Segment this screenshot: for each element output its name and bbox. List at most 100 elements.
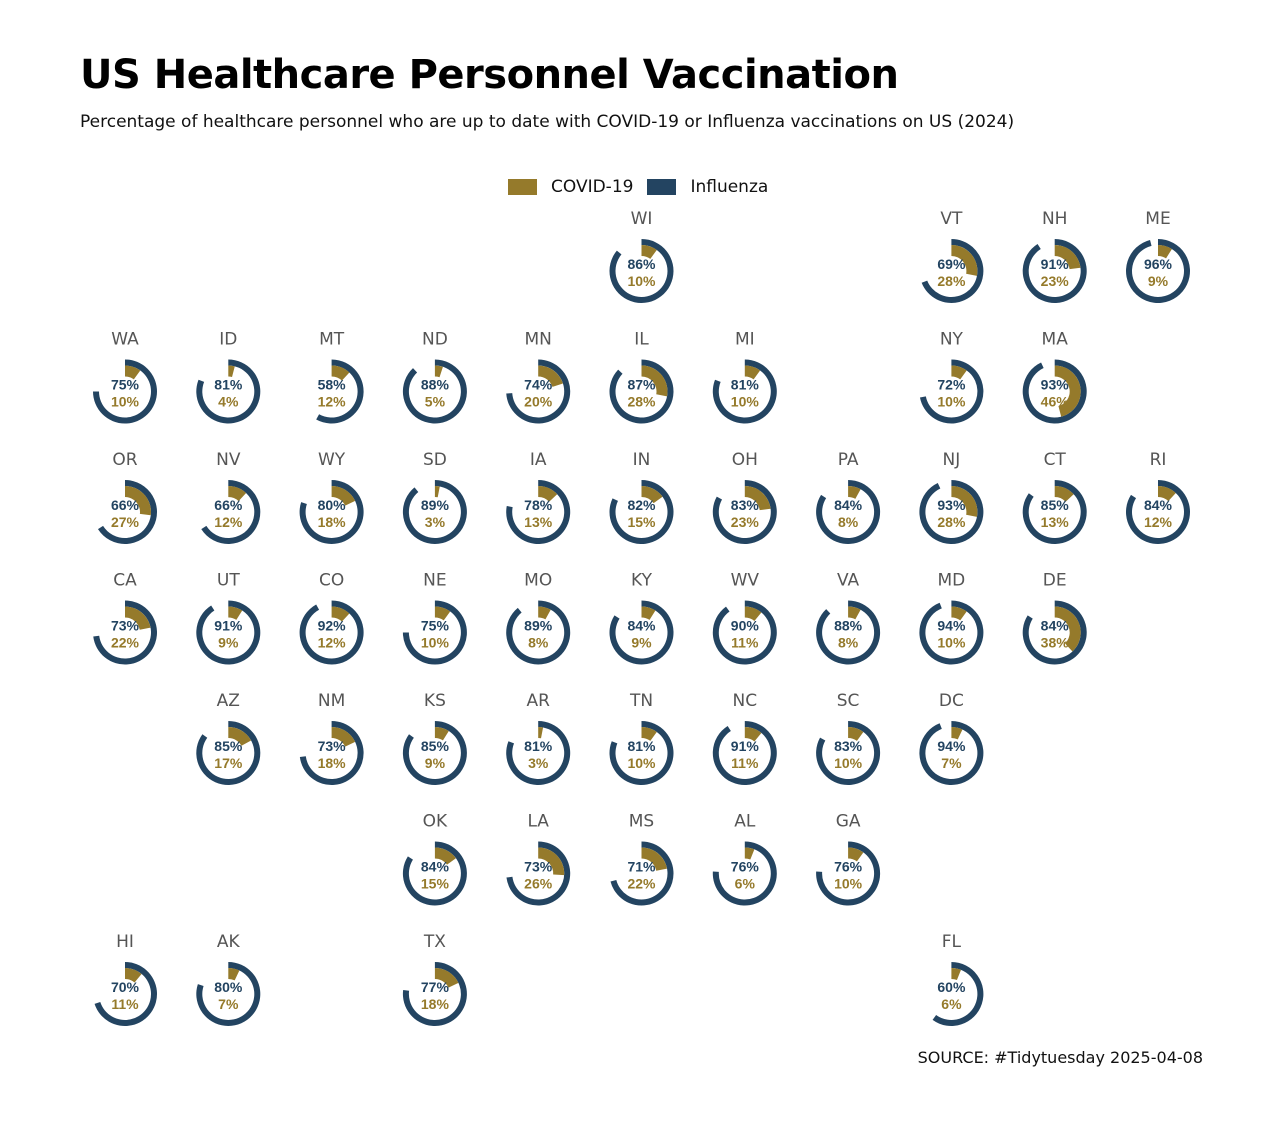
legend-item-influenza: Influenza <box>647 177 768 197</box>
state-tile-wi: WI 86%10% <box>609 209 674 303</box>
covid-value: 18% <box>421 996 450 1012</box>
covid-value: 23% <box>731 514 760 530</box>
covid-arc <box>434 847 456 865</box>
covid-arc <box>951 606 967 621</box>
influenza-value: 81% <box>524 738 553 754</box>
covid-value: 9% <box>1148 273 1169 289</box>
covid-arc <box>538 727 544 739</box>
state-label: NJ <box>943 450 961 470</box>
influenza-value: 89% <box>421 497 450 513</box>
legend-label-covid: COVID-19 <box>551 177 634 197</box>
state-tile-tx: TX 77%18% <box>402 932 467 1026</box>
state-tile-mo: MO 89%8% <box>506 571 571 665</box>
covid-arc <box>848 486 861 499</box>
covid-value: 22% <box>627 876 656 892</box>
legend-item-covid: COVID-19 <box>508 177 633 197</box>
covid-arc <box>951 968 961 981</box>
covid-arc <box>951 365 967 380</box>
state-label: VA <box>837 571 860 591</box>
state-tile-az: AZ 85%17% <box>196 691 261 785</box>
state-tile-de: DE 84%38% <box>1022 571 1087 665</box>
covid-value: 8% <box>838 635 859 651</box>
covid-arc <box>951 727 963 740</box>
covid-arc <box>331 727 356 747</box>
state-tile-oh: OH 83%23% <box>712 450 777 544</box>
covid-value: 22% <box>111 635 140 651</box>
covid-arc <box>331 486 356 506</box>
state-label: HI <box>116 932 134 952</box>
state-label: NE <box>423 571 446 591</box>
state-tile-ky: KY 84%9% <box>609 571 674 665</box>
influenza-value: 71% <box>627 859 656 875</box>
state-tile-ny: NY 72%10% <box>919 330 984 424</box>
influenza-value: 70% <box>111 979 140 995</box>
covid-value: 26% <box>524 876 553 892</box>
influenza-value: 96% <box>1144 256 1173 272</box>
influenza-value: 83% <box>834 738 863 754</box>
state-tile-il: IL 87%28% <box>609 330 674 424</box>
covid-arc <box>228 606 243 620</box>
influenza-value: 75% <box>421 618 450 634</box>
covid-arc <box>1054 486 1074 502</box>
influenza-value: 86% <box>627 256 656 272</box>
covid-value: 10% <box>421 635 450 651</box>
state-tile-sc: SC 83%10% <box>816 691 881 785</box>
state-tile-va: VA 88%8% <box>816 571 881 665</box>
state-label: TX <box>423 932 446 952</box>
state-label: WI <box>631 209 653 229</box>
covid-arc <box>641 365 668 397</box>
state-label: IL <box>634 330 649 350</box>
influenza-value: 78% <box>524 497 553 513</box>
state-tile-sd: SD 89%3% <box>402 450 467 544</box>
state-label: WV <box>731 571 760 591</box>
state-tile-ar: AR 81%3% <box>506 691 571 786</box>
covid-arc <box>848 847 864 862</box>
influenza-value: 69% <box>937 256 966 272</box>
covid-value: 6% <box>735 876 756 892</box>
influenza-value: 73% <box>111 618 140 634</box>
covid-arc <box>228 727 252 746</box>
state-label: KS <box>424 691 446 711</box>
covid-value: 8% <box>838 514 859 530</box>
state-label: IA <box>530 450 547 470</box>
covid-value: 7% <box>941 755 962 771</box>
state-tile-me: ME 96%9% <box>1126 209 1190 303</box>
covid-value: 13% <box>1041 514 1070 530</box>
state-tile-al: AL 76%6% <box>712 812 777 906</box>
state-tile-ms: MS 71%22% <box>610 812 674 906</box>
state-tile-wv: WV 90%11% <box>712 571 777 665</box>
covid-value: 12% <box>318 394 347 410</box>
state-label: NC <box>733 691 758 711</box>
covid-arc <box>744 606 762 621</box>
covid-arc <box>538 486 558 502</box>
state-label: WA <box>111 330 139 350</box>
state-tile-nh: NH 91%23% <box>1022 209 1087 303</box>
state-tile-mt: MT 58%12% <box>316 330 364 424</box>
state-tile-ia: IA 78%13% <box>506 450 571 545</box>
state-label: CA <box>113 571 137 591</box>
state-label: NV <box>216 450 241 470</box>
influenza-value: 85% <box>421 738 450 754</box>
state-tile-hi: HI 70%11% <box>94 932 158 1026</box>
covid-arc <box>744 847 755 860</box>
covid-value: 12% <box>214 514 243 530</box>
state-label: AR <box>526 691 550 711</box>
state-label: OR <box>112 450 137 470</box>
covid-value: 8% <box>528 635 549 651</box>
state-tile-md: MD 94%10% <box>919 571 984 665</box>
covid-arc <box>1158 486 1176 502</box>
state-tile-id: ID 81%4% <box>196 330 261 424</box>
covid-arc <box>538 847 565 876</box>
covid-arc <box>228 486 247 502</box>
covid-arc <box>331 365 350 381</box>
influenza-value: 73% <box>524 859 553 875</box>
state-tile-tn: TN 81%10% <box>609 691 674 785</box>
covid-arc <box>1054 365 1081 417</box>
covid-value: 10% <box>937 635 966 651</box>
covid-arc <box>744 365 761 380</box>
influenza-value: 82% <box>627 497 656 513</box>
covid-arc <box>228 365 235 377</box>
legend-label-influenza: Influenza <box>690 177 769 197</box>
state-label: SD <box>423 450 447 470</box>
influenza-value: 76% <box>834 859 863 875</box>
